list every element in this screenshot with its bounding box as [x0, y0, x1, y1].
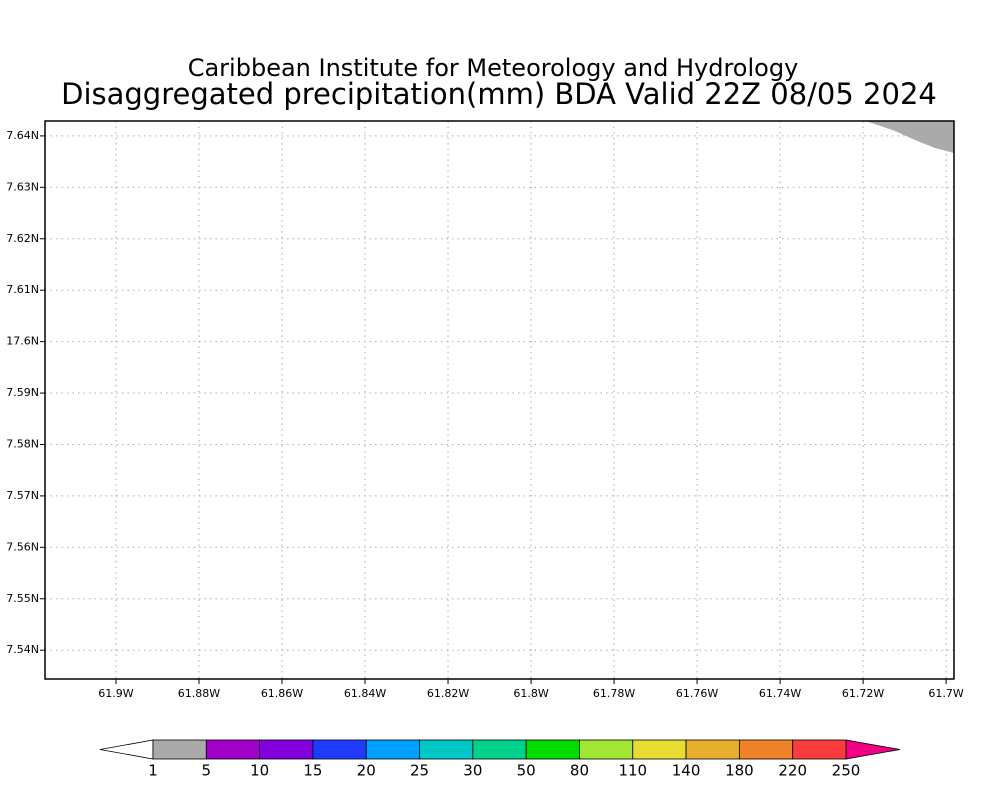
colorbar-box: [365, 739, 420, 760]
x-tick-label: 61.76W: [676, 687, 718, 700]
colorbar-label: 50: [517, 762, 536, 780]
colorbar-box: [419, 739, 474, 760]
colorbar-box: [738, 739, 794, 760]
y-tick-label: 7.62N: [6, 232, 39, 245]
x-tick-label: 61.8W: [513, 687, 548, 700]
y-tick-label: 7.55N: [6, 592, 39, 605]
colorbar-label: 250: [832, 762, 861, 780]
colorbar-label: 15: [303, 762, 322, 780]
x-tick-label: 61.82W: [427, 687, 469, 700]
x-tick-label: 61.88W: [178, 687, 220, 700]
x-tick-label: 61.78W: [593, 687, 635, 700]
colorbar-box: [792, 739, 847, 760]
x-tick-label: 61.84W: [344, 687, 386, 700]
y-tick-label: 7.57N: [6, 489, 39, 502]
colorbar-label: 1: [148, 762, 158, 780]
colorbar-label: 80: [570, 762, 589, 780]
chart-title: Caribbean Institute for Meteorology and …: [188, 54, 799, 82]
y-tick-label: 7.61N: [6, 283, 39, 296]
colorbar-box: [685, 739, 740, 760]
plot-frame: [44, 120, 955, 680]
colorbar-box: [205, 739, 261, 760]
y-tick-label: 7.56N: [6, 540, 39, 553]
colorbar-label: 110: [618, 762, 647, 780]
colorbar-box: [152, 739, 207, 760]
x-tick-label: 61.7W: [928, 687, 963, 700]
colorbar-box: [525, 739, 580, 760]
colorbar-label: 25: [410, 762, 429, 780]
y-tick-label: 7.59N: [6, 386, 39, 399]
colorbar-label: 10: [250, 762, 269, 780]
colorbar-label: 30: [463, 762, 482, 780]
x-tick-label: 61.74W: [759, 687, 801, 700]
y-tick-label: 7.58N: [6, 437, 39, 450]
colorbar-label: 5: [202, 762, 212, 780]
y-tick-label: 7.54N: [6, 643, 39, 656]
colorbar-box: [579, 739, 634, 760]
colorbar-box: [632, 739, 687, 760]
colorbar-label: 180: [725, 762, 754, 780]
y-tick-label: 7.64N: [6, 129, 39, 142]
colorbar-box: [259, 739, 314, 760]
chart-subtitle: Disaggregated precipitation(mm) BDA Vali…: [61, 77, 937, 111]
x-tick-label: 61.72W: [842, 687, 884, 700]
y-tick-label: 7.63N: [6, 180, 39, 193]
colorbar-label: 140: [672, 762, 701, 780]
precip-region: [866, 121, 954, 153]
colorbar-label: 220: [778, 762, 807, 780]
colorbar-box: [312, 739, 367, 760]
y-tick-label: 17.6N: [6, 335, 39, 348]
x-tick-label: 61.9W: [98, 687, 133, 700]
x-tick-label: 61.86W: [261, 687, 303, 700]
colorbar-box: [472, 739, 527, 760]
colorbar-label: 20: [357, 762, 376, 780]
